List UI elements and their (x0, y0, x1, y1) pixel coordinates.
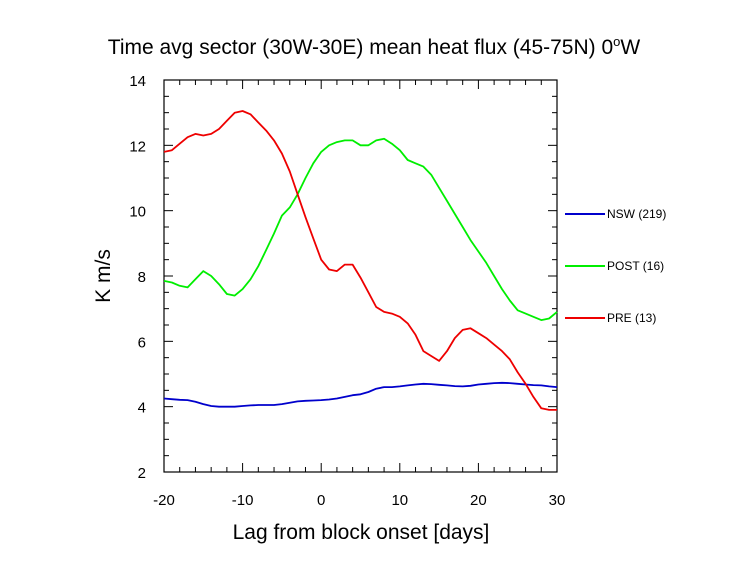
y-tick-label: 10 (129, 204, 146, 221)
y-tick-label: 2 (138, 465, 146, 482)
x-axis: -20 -10 0 10 20 30 (153, 80, 565, 509)
legend-label-pre: PRE (13) (607, 311, 656, 325)
legend: NSW (219) POST (16) PRE (13) (565, 207, 666, 325)
chart-title: Time avg sector (30W-30E) mean heat flux… (108, 34, 641, 59)
y-axis-label: K m/s (92, 249, 115, 303)
chart-title-main: Time avg sector (30W-30E) mean heat flux… (108, 36, 613, 59)
series-line-nsw (163, 381, 558, 408)
series-lines (163, 110, 558, 411)
legend-label-post: POST (16) (607, 259, 664, 273)
series-line-pre (163, 110, 557, 411)
x-tick-label: 20 (470, 492, 487, 509)
y-tick-label: 8 (138, 269, 146, 286)
legend-label-nsw: NSW (219) (607, 207, 666, 221)
y-tick-label: 14 (129, 73, 146, 90)
x-axis-label: Lag from block onset [days] (233, 521, 490, 544)
x-tick-label: 10 (391, 492, 408, 509)
y-axis: 2 4 6 8 10 12 14 (129, 73, 557, 482)
x-tick-label: -10 (232, 492, 254, 509)
x-tick-label: 30 (549, 492, 566, 509)
y-tick-label: 12 (129, 138, 146, 155)
x-tick-label: 0 (317, 492, 325, 509)
chart-title-superscript: o (613, 34, 620, 49)
y-tick-label: 6 (138, 334, 146, 351)
x-tick-label: -20 (153, 492, 175, 509)
y-tick-label: 4 (138, 400, 146, 417)
series-line-post (163, 137, 558, 322)
chart-title-suffix: W (620, 36, 640, 59)
